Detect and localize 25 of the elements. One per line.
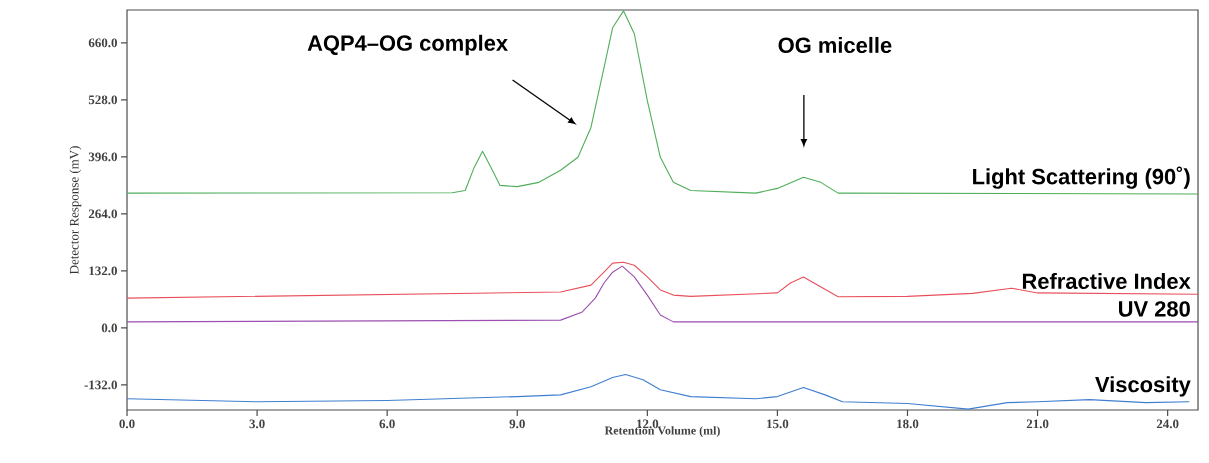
annotation: OG micelle bbox=[778, 36, 892, 54]
y-tick-label: 660.0 bbox=[88, 38, 117, 48]
x-tick-label: 3.0 bbox=[249, 419, 265, 429]
y-tick-label: 528.0 bbox=[88, 95, 117, 105]
x-tick-label: 0.0 bbox=[119, 419, 135, 429]
x-tick-label: 21.0 bbox=[1026, 419, 1049, 429]
series-label: UV 280 bbox=[1119, 301, 1190, 317]
series-label: Light Scattering (90˚) bbox=[973, 166, 1190, 189]
x-tick-label: 15.0 bbox=[767, 419, 789, 429]
line-series bbox=[126, 10, 1199, 195]
x-tick-label: 6.0 bbox=[379, 419, 395, 429]
x-tick-label: 18.0 bbox=[897, 419, 919, 429]
y-tick-label: -132.0 bbox=[84, 380, 117, 390]
line-series bbox=[126, 265, 1199, 323]
y-axis-title: Detector Response (mV) bbox=[69, 146, 82, 274]
y-tick-label: 0.0 bbox=[101, 323, 117, 333]
y-tick-label: 264.0 bbox=[88, 209, 117, 219]
x-tick-label: 24.0 bbox=[1156, 419, 1179, 429]
series-label: Refractive Index bbox=[1022, 272, 1191, 290]
series-label: Viscosity bbox=[1095, 376, 1191, 397]
y-tick-label: 396.0 bbox=[88, 152, 117, 162]
line-series bbox=[126, 374, 1190, 410]
y-tick-label: 132.0 bbox=[89, 266, 117, 276]
x-tick-label: 9.0 bbox=[509, 419, 525, 429]
annotation: AQP4–OG complex bbox=[307, 34, 508, 56]
